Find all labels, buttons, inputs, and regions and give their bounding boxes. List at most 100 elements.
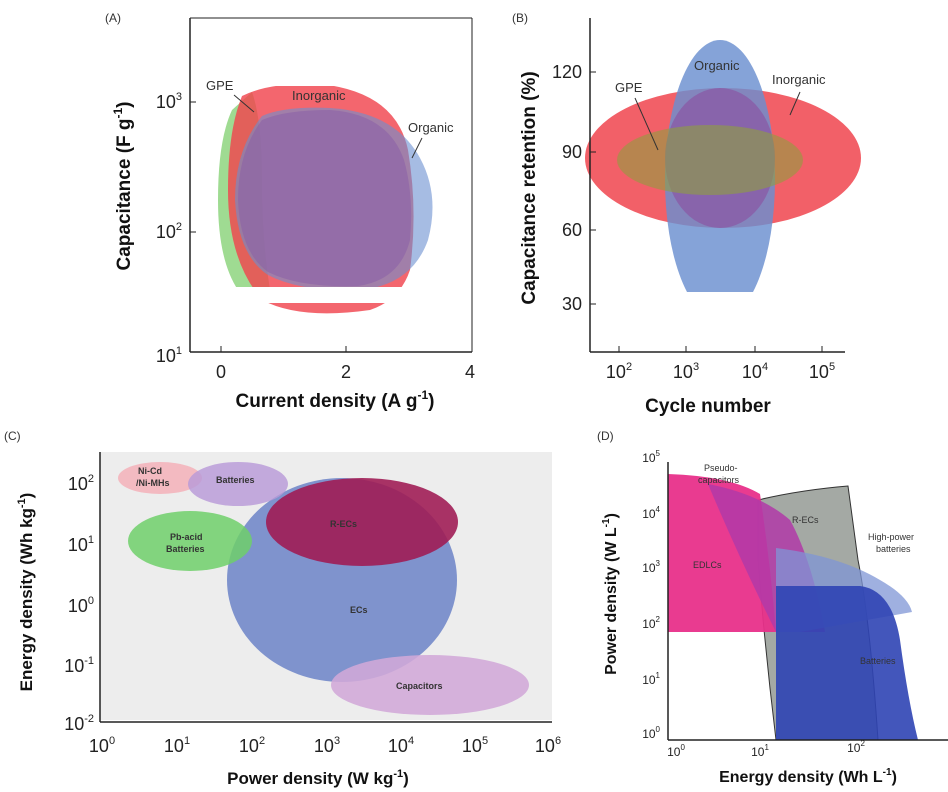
panel-c-ytick-2: 102 [68,473,94,494]
panel-b-ylabel: Capacitance retention (%) [519,71,540,304]
panel-d-label-pseudo-2: capacitors [698,475,740,485]
panel-b-ytick-90: 90 [562,142,582,162]
panel-c-ytick-2-base: 10 [68,474,88,494]
panel-b-xtick-2: 102 [606,361,632,382]
panel-a-label: (A) [105,11,121,25]
region-b-gpe [617,125,803,195]
panel-d-xtick-0-exp: 0 [680,743,685,752]
panel-d-xtick-1: 101 [751,743,769,759]
panel-a-ylabel-main: Capacitance (F g [114,118,135,270]
panel-b-ytick-120: 120 [552,62,582,82]
panel-d-ytick-1: 101 [642,671,660,687]
region-d-batteries [776,586,918,740]
panel-b-xlabel: Cycle number [645,396,771,417]
panel-b-xtick-5-base: 10 [809,362,829,382]
panel-d-regions [668,474,918,741]
region-a-overlap [238,110,412,287]
panel-d-ylabel-sup: -1 [601,518,612,527]
panel-d-xlabel-sup: -1 [883,767,892,778]
panel-d-region-labels: Pseudo- capacitors R-ECs EDLCs High-powe… [693,463,914,666]
panel-d-xticks: 100 101 102 [667,739,865,759]
panel-b-annot-inorganic-leader [789,91,801,116]
panel-b-xtick-4-exp: 4 [762,361,768,373]
panel-d-ylabel-end: ) [603,513,620,518]
panel-a-yticks: 103 102 101 [156,91,196,366]
panel-d-ytick-0-base: 10 [642,727,656,741]
panel-c-ytick-0-exp: 0 [88,595,94,607]
panel-b-xtick-5: 105 [809,361,835,382]
panel-a-annot-gpe-leader [233,94,255,113]
panel-b-ytick-60: 60 [562,220,582,240]
panel-c-xticks: 100 101 102 103 104 105 106 [89,735,561,756]
region-c-recs [266,478,458,566]
panel-c-ytick-m1-exp: -1 [84,655,94,667]
panel-c-xtick-0-exp: 0 [109,735,115,747]
panel-d-xtick-2-base: 10 [847,741,861,755]
panel-a: (A) 0 2 4 103 102 101 GPE [105,11,475,412]
panel-c-xlabel-main: Power density (W kg [227,769,393,788]
panel-d-label-batteries: Batteries [860,656,896,666]
panel-c-ytick-1-exp: 1 [88,534,94,546]
panel-c-label-recs: R-ECs [330,519,357,529]
panel-d-ytick-1-base: 10 [642,673,656,687]
panel-c-xtick-4: 104 [388,735,414,756]
panel-c-xtick-1-exp: 1 [184,735,190,747]
panel-c-ytick-m2-base: 10 [64,714,84,734]
panel-a-regions [218,83,433,314]
panel-b-annot-gpe-leader [634,97,659,151]
panel-d-ytick-2: 102 [642,615,660,631]
panel-d-xtick-0: 100 [667,743,685,759]
panel-d-ytick-0: 100 [642,725,660,741]
panel-a-annot-gpe: GPE [206,78,234,93]
panel-c-ylabel-main: Energy density (Wh kg [17,508,36,691]
panel-c-ytick-m1-base: 10 [64,656,84,676]
panel-b-xtick-4-base: 10 [742,362,762,382]
panel-a-xlabel-main: Current density (A g [236,391,418,412]
panel-d-xlabel-end: ) [892,769,897,786]
panel-c-yticks: 102 101 100 10-1 10-2 [64,473,94,734]
panel-d-yticks: 105 104 103 102 101 100 [642,449,660,741]
panel-d-ylabel-main: Power density (W L [603,527,620,675]
panel-c-xtick-1-base: 10 [164,736,184,756]
panel-b-xtick-3-exp: 3 [693,361,699,373]
panel-c-label: (C) [4,429,21,443]
panel-c-ytick-1: 101 [68,534,94,555]
panel-c-ytick-0: 100 [68,595,94,616]
panel-a-ytick-2-base: 10 [156,222,176,242]
panel-c-xtick-3-exp: 3 [334,735,340,747]
panel-c-label-pbacid-2: Batteries [166,544,205,554]
panel-d-label-hp-2: batteries [876,544,911,554]
panel-a-xtick-0: 0 [216,362,226,382]
panel-d-label-edlc: EDLCs [693,560,722,570]
panel-d-xtick-0-base: 10 [667,745,681,759]
panel-c-ylabel: Energy density (Wh kg-1) [16,493,36,692]
panel-c-xtick-5-exp: 5 [482,735,488,747]
panel-c-label-ecs: ECs [350,605,368,615]
panel-b-xticks: 102 103 104 105 [606,346,835,382]
panel-c-ytick-1-base: 10 [68,535,88,555]
panel-d-ytick-5-base: 10 [642,451,656,465]
panel-d-ytick-4-base: 10 [642,507,656,521]
panel-d-ytick-2-exp: 2 [656,615,661,624]
panel-c-xtick-1: 101 [164,735,190,756]
panel-b-xtick-2-base: 10 [606,362,626,382]
panel-c-ytick-m2: 10-2 [64,713,94,734]
panel-a-ytick-1: 101 [156,345,182,366]
panel-c-xtick-2: 102 [239,735,265,756]
panel-c-xtick-3: 103 [314,735,340,756]
panel-b-mask [590,292,845,352]
panel-c-xtick-4-base: 10 [388,736,408,756]
panel-b-xtick-4: 104 [742,361,768,382]
panel-a-mask [193,74,469,86]
panel-b-annot-inorganic: Inorganic [772,72,826,87]
panel-d-xlabel-main: Energy density (Wh L [719,769,883,786]
panel-d-ytick-4: 104 [642,505,660,521]
panel-a-ytick-3-exp: 3 [176,91,182,103]
panel-c-regions [118,462,529,715]
panel-d-ytick-3-base: 10 [642,561,656,575]
panel-b-annot-organic: Organic [694,58,740,73]
panel-d-ytick-4-exp: 4 [656,505,661,514]
panel-c-label-nicd-2: /Ni-MHs [136,478,170,488]
panel-d-xtick-2-exp: 2 [860,739,865,748]
panel-c-ytick-m2-exp: -2 [84,713,94,725]
